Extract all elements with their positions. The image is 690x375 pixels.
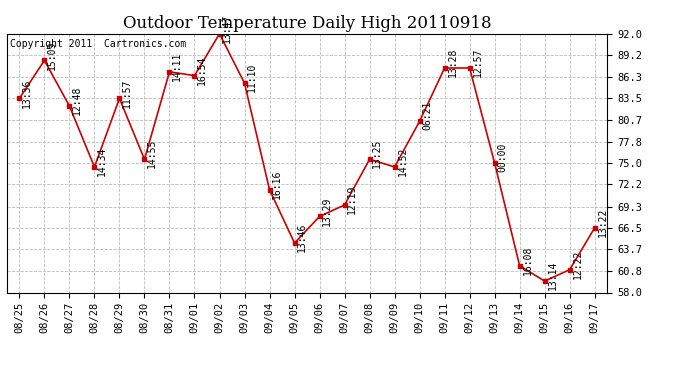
Text: 13:29: 13:29 (322, 196, 333, 225)
Text: 14:34: 14:34 (97, 147, 107, 176)
Text: 00:00: 00:00 (497, 143, 507, 172)
Text: 16:08: 16:08 (522, 246, 533, 275)
Text: 13:28: 13:28 (447, 48, 457, 77)
Text: 13:22: 13:22 (598, 208, 607, 237)
Text: 13:47: 13:47 (222, 13, 233, 43)
Text: 12:22: 12:22 (573, 249, 582, 279)
Text: 06:21: 06:21 (422, 101, 433, 130)
Text: Copyright 2011  Cartronics.com: Copyright 2011 Cartronics.com (10, 39, 186, 49)
Text: 11:57: 11:57 (122, 78, 132, 108)
Text: 16:16: 16:16 (273, 170, 282, 199)
Text: 14:52: 14:52 (397, 147, 407, 176)
Text: 13:46: 13:46 (297, 223, 307, 252)
Text: 12:57: 12:57 (473, 48, 482, 77)
Text: 13:14: 13:14 (547, 261, 558, 290)
Title: Outdoor Temperature Daily High 20110918: Outdoor Temperature Daily High 20110918 (123, 15, 491, 32)
Text: 14:55: 14:55 (147, 139, 157, 168)
Text: 15:09: 15:09 (47, 40, 57, 69)
Text: 14:11: 14:11 (172, 51, 182, 81)
Text: 12:19: 12:19 (347, 185, 357, 214)
Text: 13:36: 13:36 (22, 78, 32, 108)
Text: 13:25: 13:25 (373, 139, 382, 168)
Text: 16:54: 16:54 (197, 56, 207, 85)
Text: 12:48: 12:48 (72, 86, 82, 115)
Text: 11:10: 11:10 (247, 63, 257, 92)
